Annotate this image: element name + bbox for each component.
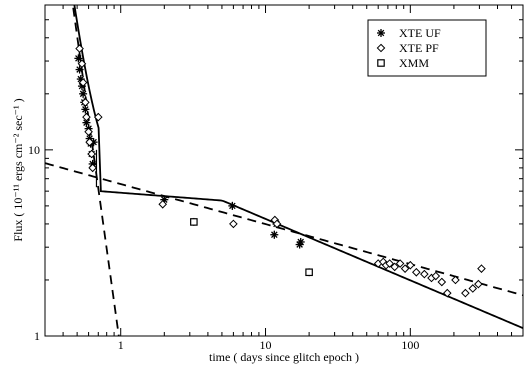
data-point-diamond <box>75 44 84 53</box>
legend-symbol <box>376 43 386 53</box>
data-point-diamond <box>395 259 405 268</box>
data-point-diamond <box>442 288 452 298</box>
data-point-square <box>190 218 198 226</box>
legend-symbol <box>377 59 385 67</box>
data-point-asterisk <box>75 65 84 74</box>
data-point-asterisk <box>270 230 279 239</box>
data-point-diamond <box>406 260 415 270</box>
data-point-diamond <box>468 284 478 293</box>
data-point-diamond <box>84 127 93 137</box>
data-point-diamond <box>390 262 400 272</box>
data-point-square <box>305 268 313 277</box>
data-point-diamond <box>82 112 91 122</box>
data-point-diamond <box>420 269 429 279</box>
x-axis-label: time ( days since glitch epoch ) <box>209 350 359 364</box>
data-point-diamond <box>81 98 90 107</box>
data-point-asterisk <box>296 237 305 246</box>
legend-symbol <box>377 29 385 37</box>
data-point-diamond <box>88 163 97 173</box>
data-point-diamond <box>85 137 94 147</box>
axis-ticks <box>44 4 524 337</box>
legend-label: XTE UF <box>399 26 441 40</box>
data-markers <box>74 44 486 298</box>
legend-item: XTE UF <box>377 26 441 40</box>
data-point-diamond <box>77 59 87 69</box>
legend-label: XTE PF <box>399 41 439 55</box>
data-point-asterisk <box>74 54 83 63</box>
legend-item: XMM <box>377 56 429 70</box>
data-point-asterisk <box>81 105 90 114</box>
data-point-diamond <box>93 112 103 122</box>
legend-box <box>367 19 487 77</box>
data-point-diamond <box>158 199 168 209</box>
data-point-diamond <box>451 275 460 285</box>
data-point-asterisk <box>228 201 237 210</box>
data-point-diamond <box>272 219 282 229</box>
x-tick-label: 10 <box>260 338 272 352</box>
data-point-diamond <box>385 259 394 268</box>
data-point-diamond <box>431 271 441 281</box>
data-point-diamond <box>477 264 486 273</box>
y-tick-label: 1 <box>34 329 40 343</box>
data-point-diamond <box>87 149 96 159</box>
x-tick-label: 100 <box>401 338 419 352</box>
axis-tick-labels: 1 10 100 1 10 <box>28 143 419 352</box>
data-point-diamond <box>474 279 483 289</box>
legend-label: XMM <box>399 56 429 70</box>
data-point-diamond <box>437 277 447 287</box>
data-point-asterisk <box>79 89 88 98</box>
y-tick-label: 10 <box>28 143 40 157</box>
data-point-diamond <box>78 78 88 87</box>
data-point-diamond <box>461 288 470 298</box>
fit-slow-dashed <box>45 162 523 297</box>
data-point-diamond <box>400 264 410 273</box>
x-tick-label: 1 <box>118 338 124 352</box>
data-point-diamond <box>412 267 421 277</box>
data-point-diamond <box>229 219 238 229</box>
y-axis-label: Flux ( 10⁻¹¹ ergs cm⁻² sec⁻¹ ) <box>11 98 25 241</box>
plot-frame <box>44 4 524 337</box>
legend-item: XTE PF <box>376 41 439 55</box>
